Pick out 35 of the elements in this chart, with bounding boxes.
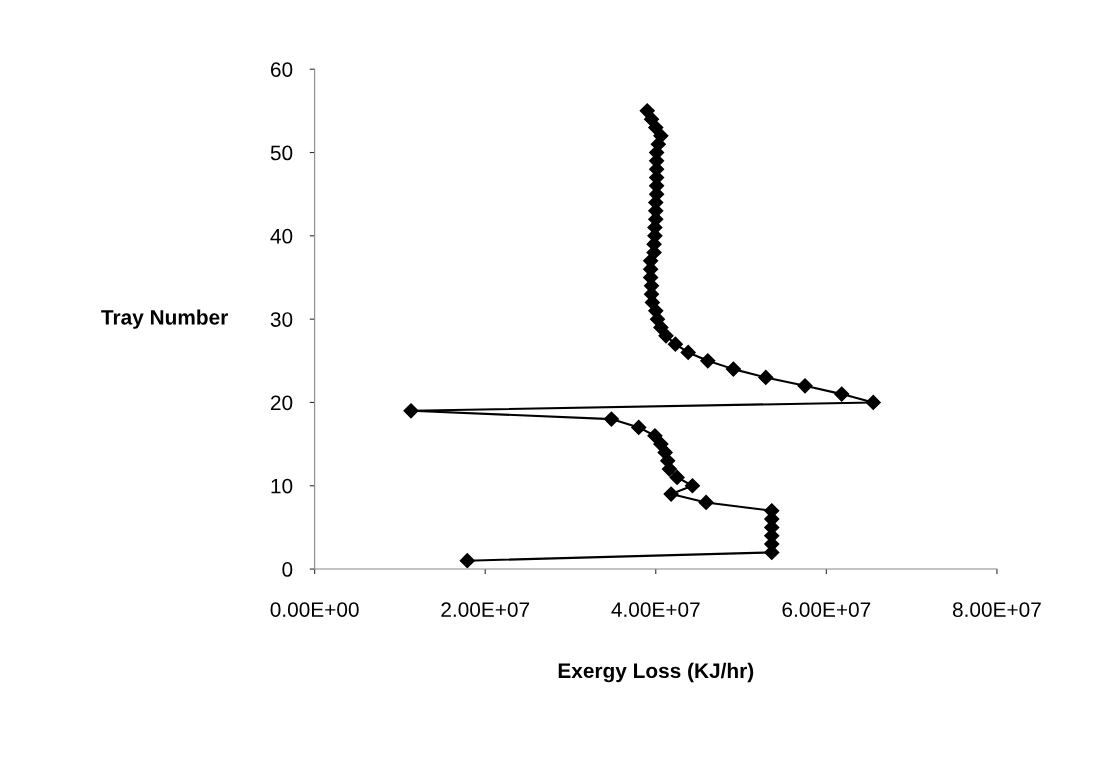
point xyxy=(631,419,647,436)
point xyxy=(834,386,850,402)
point xyxy=(797,378,813,394)
y-tick-label: 60 xyxy=(271,62,293,77)
y-tick-label: 40 xyxy=(270,228,293,244)
point xyxy=(725,361,741,377)
point xyxy=(865,394,881,411)
y-tick-label: 30 xyxy=(270,312,293,327)
x-axis-title: Exergy Loss (KJ/hr) xyxy=(558,662,754,683)
point xyxy=(698,494,714,510)
point xyxy=(663,486,679,502)
point xyxy=(647,428,663,444)
y-tick-label: 0 xyxy=(282,562,293,577)
y-tick-label: 20 xyxy=(270,395,293,411)
point xyxy=(653,436,669,452)
y-axis-title: Tray Number xyxy=(101,309,228,329)
x-tick-label: 0.00E+00 xyxy=(270,602,359,617)
point xyxy=(684,478,701,494)
y-tick-label: 10 xyxy=(271,478,293,494)
y-tick-label: 50 xyxy=(270,145,293,161)
x-tick-label: 4.00E+07 xyxy=(611,602,700,617)
point xyxy=(639,103,655,119)
point xyxy=(603,411,619,427)
point xyxy=(648,119,664,136)
x-tick-label: 6.00E+07 xyxy=(782,602,871,617)
point xyxy=(669,469,685,485)
point xyxy=(459,553,475,569)
point xyxy=(667,336,683,352)
point xyxy=(758,369,774,386)
point xyxy=(700,353,716,369)
point xyxy=(643,111,660,127)
x-tick-label: 8.00E+07 xyxy=(952,602,1041,617)
point xyxy=(680,344,696,361)
point xyxy=(403,403,419,419)
x-tick-label: 2.00E+07 xyxy=(441,602,530,617)
